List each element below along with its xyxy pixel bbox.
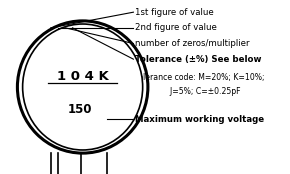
Text: Tolerance code: M=20%; K=10%;: Tolerance code: M=20%; K=10%; [135,73,264,82]
Text: number of zeros/multiplier: number of zeros/multiplier [135,39,249,48]
Text: J=5%; C=±0.25pF: J=5%; C=±0.25pF [135,87,240,96]
Text: 150: 150 [68,103,92,116]
Ellipse shape [23,24,143,150]
Text: 1st figure of value: 1st figure of value [135,8,214,17]
Text: Maximum working voltage: Maximum working voltage [135,115,264,124]
Text: 1 0 4 K: 1 0 4 K [57,70,108,83]
Text: Tolerance (±%) See below: Tolerance (±%) See below [135,55,261,64]
Text: 2nd figure of value: 2nd figure of value [135,23,217,32]
